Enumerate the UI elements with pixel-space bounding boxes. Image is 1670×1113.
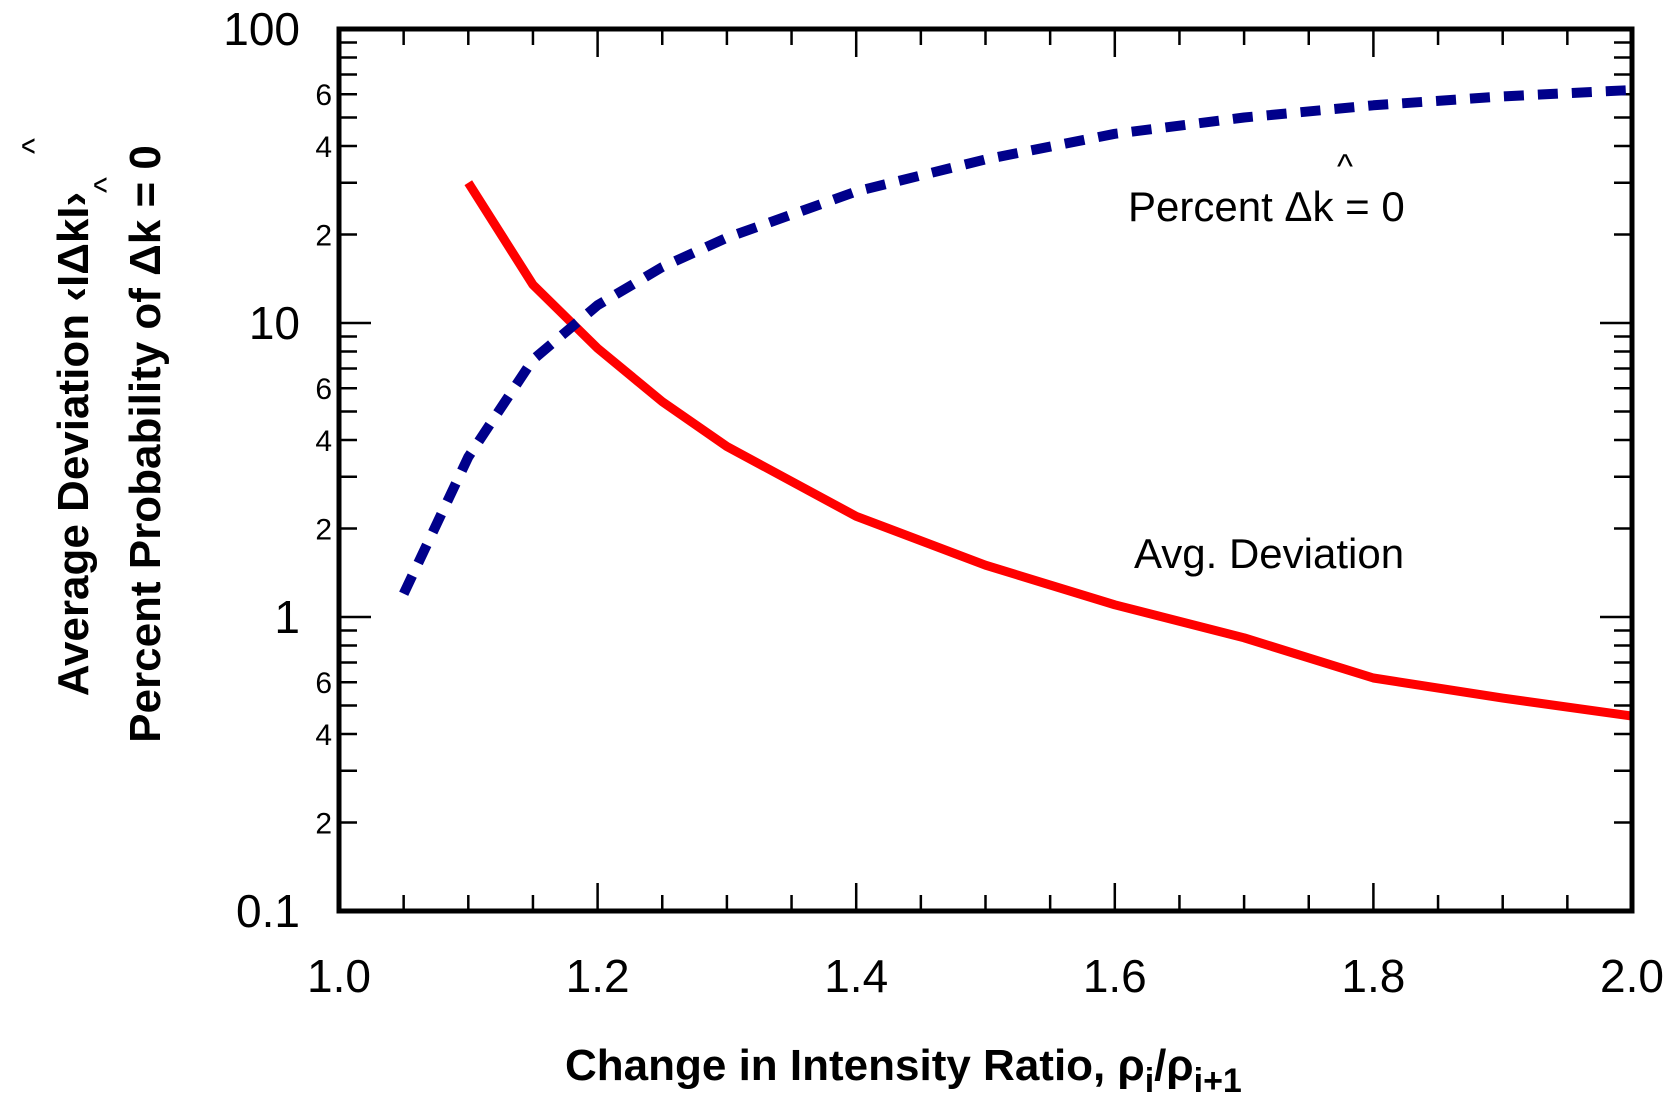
tick-labels: 1.0 1.2 1.4 1.6 1.8 2.0 0.1 1 10 100 2 4 6 2 4 6 2 4 6 bbox=[223, 3, 1664, 1002]
y-major-tick-label: 10 bbox=[249, 297, 300, 349]
y-major-tick-label: 0.1 bbox=[236, 885, 300, 937]
y-axis-title-line1: Average Deviation ‹IΔkI› bbox=[49, 192, 98, 696]
y-major-tick-label: 1 bbox=[274, 591, 300, 643]
y-minor-tick-label: 6 bbox=[315, 79, 332, 112]
plot-frame bbox=[336, 26, 1635, 914]
annotation-percent-part1: Percent Δ bbox=[1128, 183, 1312, 230]
y-minor-tick-label: 6 bbox=[315, 667, 332, 700]
y-axis-title-line2-hat: ^ bbox=[88, 177, 126, 193]
x-tick-label: 1.2 bbox=[566, 950, 630, 1002]
x-axis-title: Change in Intensity Ratio, ρi/ρi+1 bbox=[565, 1041, 1242, 1100]
annotation-avg-deviation: Avg. Deviation bbox=[1134, 530, 1404, 577]
svg-text:Percent Δk = 0: Percent Δk = 0 bbox=[1128, 183, 1405, 230]
x-tick-label: 1.8 bbox=[1341, 950, 1405, 1002]
annotation-percent-part3: = 0 bbox=[1333, 183, 1404, 230]
x-tick-label: 1.6 bbox=[1083, 950, 1147, 1002]
y-minor-tick-label: 4 bbox=[315, 425, 332, 458]
y-minor-tick-label: 2 bbox=[315, 219, 332, 252]
series-layer bbox=[399, 85, 1633, 721]
x-axis-title-slash: /ρ bbox=[1154, 1041, 1193, 1090]
y-axis-title-line2: Percent Probability of Δk = 0 bbox=[121, 145, 170, 743]
x-axis-title-sub2: i+1 bbox=[1194, 1062, 1242, 1100]
y-minor-tick-label: 4 bbox=[315, 131, 332, 164]
y-minor-tick-label: 6 bbox=[315, 373, 332, 406]
x-tick-label: 1.4 bbox=[824, 950, 888, 1002]
y-axis-title-line1-hat: ^ bbox=[16, 138, 54, 154]
x-axis-title-sub1: i bbox=[1145, 1062, 1154, 1100]
y-minor-tick-label: 2 bbox=[315, 513, 332, 546]
y-axis-title-line1-group: Average Deviation ‹IΔkI› ^ bbox=[16, 138, 98, 696]
x-axis-title-main: Change in Intensity Ratio, ρ bbox=[565, 1041, 1145, 1090]
annotation-percent-hat: ^ bbox=[1337, 148, 1353, 186]
x-tick-label: 1.0 bbox=[307, 950, 371, 1002]
avg-deviation-line bbox=[464, 180, 1633, 721]
percent-zero-line bbox=[399, 85, 1633, 596]
axis-ticks bbox=[337, 27, 1634, 913]
x-tick-label: 2.0 bbox=[1600, 950, 1664, 1002]
annotation-percent: Percent Δk = 0 ^ bbox=[1128, 148, 1405, 230]
y-minor-tick-label: 2 bbox=[315, 807, 332, 840]
y-axis-title-line2-group: Percent Probability of Δk = 0 ^ bbox=[88, 145, 170, 743]
annotation-percent-part2: k bbox=[1312, 183, 1334, 230]
y-major-tick-label: 100 bbox=[223, 3, 300, 55]
y-minor-tick-label: 4 bbox=[315, 719, 332, 752]
